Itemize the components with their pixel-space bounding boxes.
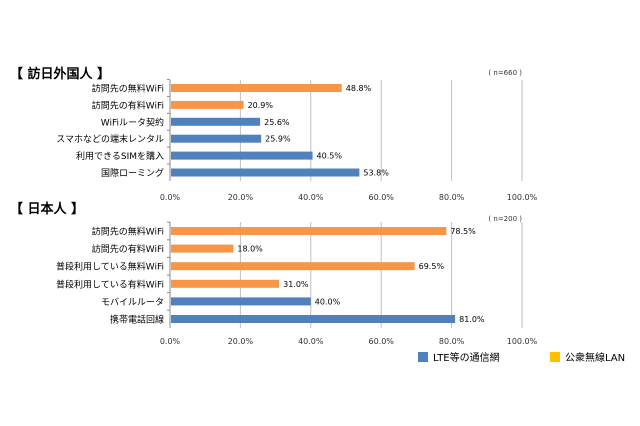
category-label: 訪問先の無料WiFi — [92, 226, 164, 238]
bar — [171, 279, 280, 288]
x-tick-label: 40.0% — [298, 193, 324, 202]
category-label: 訪問先の無料WiFi — [92, 83, 164, 95]
data-label: 18.0% — [237, 245, 263, 254]
category-label: スマホなどの端末レンタル — [56, 133, 164, 145]
x-tick-label: 0.0% — [160, 193, 181, 202]
bar — [171, 134, 262, 143]
bar — [171, 168, 360, 177]
data-label: 78.5% — [450, 227, 476, 236]
category-label: モバイルルータ — [101, 297, 164, 308]
x-tick-label: 0.0% — [160, 337, 181, 346]
category-label: WiFiルータ契約 — [101, 116, 164, 128]
bar — [171, 117, 261, 126]
bar — [171, 262, 415, 271]
category-label: 利用できるSIMを購入 — [76, 150, 164, 162]
bar — [171, 244, 234, 253]
data-label: 20.9% — [248, 101, 274, 110]
bar — [171, 227, 447, 235]
x-tick-label: 100.0% — [507, 337, 538, 346]
legend-swatch-lte — [418, 352, 428, 362]
category-label: 携帯電話回線 — [110, 314, 164, 326]
x-tick-label: 80.0% — [439, 193, 465, 202]
data-label: 53.8% — [363, 169, 389, 178]
chart-title: 【 日本人 】 — [10, 201, 84, 217]
data-label: 25.9% — [265, 135, 291, 144]
category-label: 普段利用している有料WiFi — [56, 278, 164, 290]
data-label: 25.6% — [264, 118, 290, 127]
legend-label: LTE等の通信網 — [433, 351, 500, 364]
sample-size-note: ( n=660 ) — [488, 69, 522, 77]
data-label: 40.5% — [317, 152, 343, 161]
bar — [171, 297, 311, 306]
bar — [171, 151, 313, 160]
x-tick-label: 100.0% — [507, 193, 538, 202]
data-label: 69.5% — [419, 262, 445, 271]
data-label: 81.0% — [459, 315, 485, 324]
x-tick-label: 40.0% — [298, 337, 324, 346]
x-tick-label: 20.0% — [228, 337, 254, 346]
category-label: 訪問先の有料WiFi — [92, 99, 164, 111]
x-tick-label: 60.0% — [368, 337, 394, 346]
legend-swatch-public-wifi — [550, 352, 560, 362]
category-label: 訪問先の有料WiFi — [92, 243, 164, 255]
chart-title: 【 訪日外国人 】 — [10, 66, 110, 82]
x-tick-label: 60.0% — [368, 193, 394, 202]
data-label: 48.8% — [346, 84, 372, 93]
x-tick-label: 20.0% — [228, 193, 254, 202]
data-label: 40.0% — [315, 297, 341, 306]
bar — [171, 315, 456, 323]
category-label: 普段利用している無料WiFi — [56, 261, 164, 273]
bar — [171, 100, 244, 109]
bar — [171, 84, 342, 92]
x-tick-label: 80.0% — [439, 337, 465, 346]
category-label: 国際ローミング — [101, 167, 164, 179]
data-label: 31.0% — [283, 280, 309, 289]
legend-label: 公衆無線LAN — [565, 351, 625, 364]
sample-size-note: ( n=200 ) — [488, 215, 522, 223]
